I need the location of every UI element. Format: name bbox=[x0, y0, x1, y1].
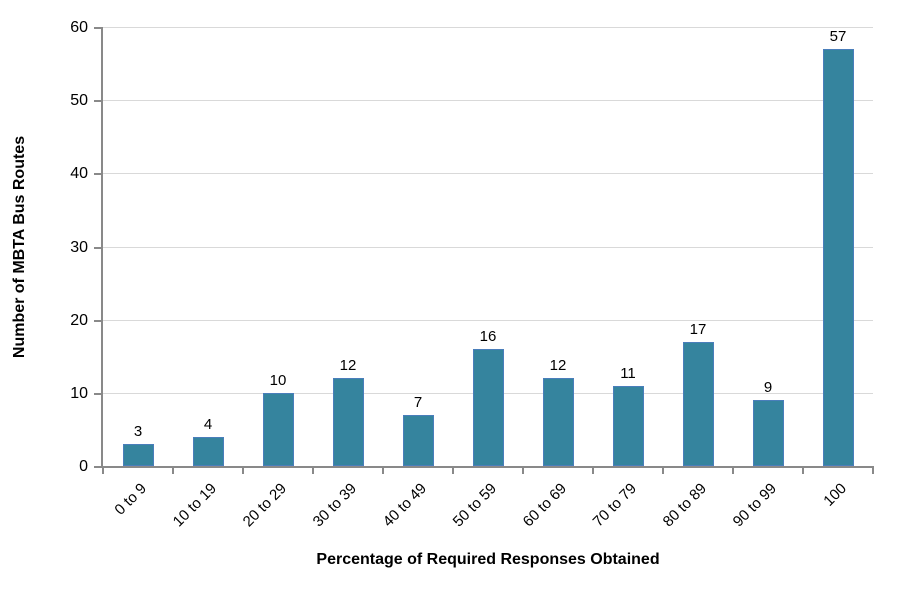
y-tick-label: 10 bbox=[70, 384, 88, 402]
bar bbox=[822, 48, 854, 466]
y-tick-label: 40 bbox=[70, 165, 88, 183]
bar-value-label: 7 bbox=[413, 393, 423, 411]
y-axis-line bbox=[101, 27, 103, 468]
bar-value-label: 16 bbox=[479, 327, 497, 345]
x-tick bbox=[382, 468, 384, 474]
y-tick-label: 50 bbox=[70, 92, 88, 110]
x-tick bbox=[872, 468, 874, 474]
bar bbox=[542, 378, 574, 466]
x-tick bbox=[592, 468, 594, 474]
x-axis-line bbox=[101, 466, 874, 468]
bar-value-label: 12 bbox=[339, 357, 357, 375]
gridline bbox=[103, 246, 873, 248]
bar-value-label: 10 bbox=[269, 371, 287, 389]
bar bbox=[122, 444, 154, 466]
x-tick bbox=[732, 468, 734, 474]
bar bbox=[402, 414, 434, 466]
x-tick bbox=[802, 468, 804, 474]
y-tick bbox=[94, 173, 101, 176]
y-tick bbox=[94, 246, 101, 249]
bar bbox=[472, 348, 504, 466]
y-axis-title: Number of MBTA Bus Routes bbox=[11, 135, 28, 359]
bar-value-label: 11 bbox=[620, 364, 636, 382]
y-tick bbox=[94, 392, 101, 395]
gridline bbox=[103, 173, 873, 175]
bar-value-label: 57 bbox=[829, 27, 847, 45]
bar-value-label: 12 bbox=[549, 357, 567, 375]
bar-value-label: 17 bbox=[689, 320, 707, 338]
bar bbox=[332, 378, 364, 466]
gridline bbox=[103, 27, 873, 28]
x-tick bbox=[522, 468, 524, 474]
bar bbox=[262, 392, 294, 466]
x-tick bbox=[312, 468, 314, 474]
bar bbox=[192, 436, 224, 466]
bar-value-label: 9 bbox=[763, 379, 773, 397]
bar-value-label: 4 bbox=[203, 415, 213, 433]
y-tick bbox=[94, 100, 101, 103]
y-tick-label: 60 bbox=[70, 19, 88, 36]
gridline bbox=[103, 100, 873, 102]
y-tick-label: 0 bbox=[79, 458, 88, 475]
bar-value-label: 3 bbox=[133, 423, 143, 441]
gridline bbox=[103, 319, 873, 321]
y-tick-label: 20 bbox=[70, 311, 88, 329]
x-tick bbox=[662, 468, 664, 474]
y-tick bbox=[94, 466, 101, 468]
x-tick bbox=[452, 468, 454, 474]
y-tick bbox=[94, 319, 101, 322]
y-tick-label: 30 bbox=[70, 238, 88, 256]
x-axis-title: Percentage of Required Responses Obtaine… bbox=[316, 551, 660, 568]
x-tick bbox=[242, 468, 244, 474]
x-tick bbox=[172, 468, 174, 474]
bar bbox=[752, 400, 784, 466]
bar bbox=[612, 385, 644, 466]
bar bbox=[682, 341, 714, 466]
y-tick bbox=[94, 27, 101, 29]
x-tick bbox=[102, 468, 104, 474]
